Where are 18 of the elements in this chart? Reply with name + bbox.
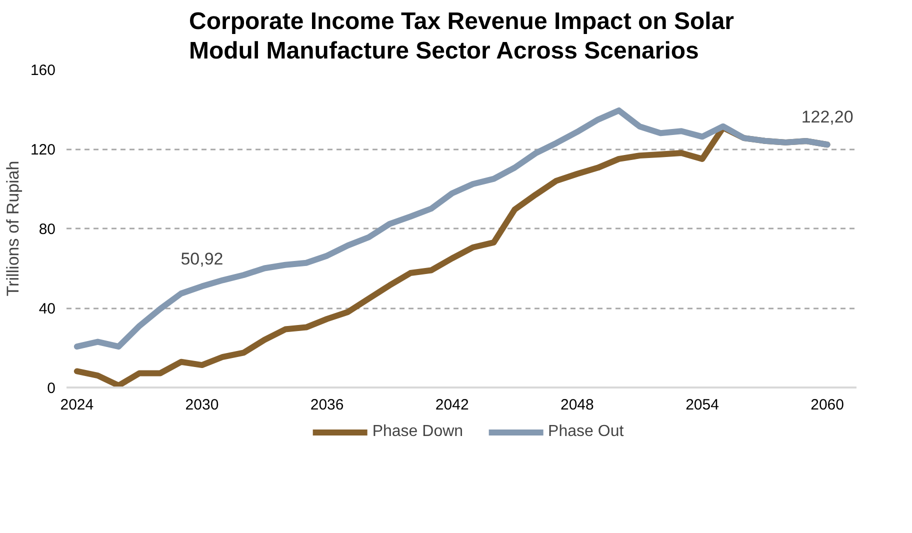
- y-tick-label: 80: [38, 221, 56, 238]
- annotation: 50,92: [180, 249, 224, 268]
- x-tick-label: 2048: [560, 396, 594, 414]
- annotation: 122,20: [801, 108, 854, 127]
- chart-title: Corporate Income Tax Revenue Impact on Solar Modul Manufacture Sector Across Scenarios: [188, 8, 734, 64]
- legend-label: Phase Out: [548, 423, 624, 441]
- x-tick-label: 2060: [810, 396, 844, 414]
- x-tick-label: 2036: [310, 396, 344, 414]
- legend-label: Phase Down: [372, 423, 464, 441]
- y-tick-label: 120: [30, 142, 56, 158]
- x-tick-label: 2024: [60, 396, 94, 414]
- y-tick-label: 0: [47, 380, 56, 397]
- y-axis-title: Trillions of Rupiah: [3, 160, 22, 296]
- x-tick-label: 2030: [185, 396, 219, 414]
- y-tick-label: 40: [38, 300, 56, 318]
- y-tick-label: 160: [30, 62, 56, 79]
- x-tick-label: 2042: [435, 396, 469, 414]
- x-tick-label: 2054: [686, 396, 719, 414]
